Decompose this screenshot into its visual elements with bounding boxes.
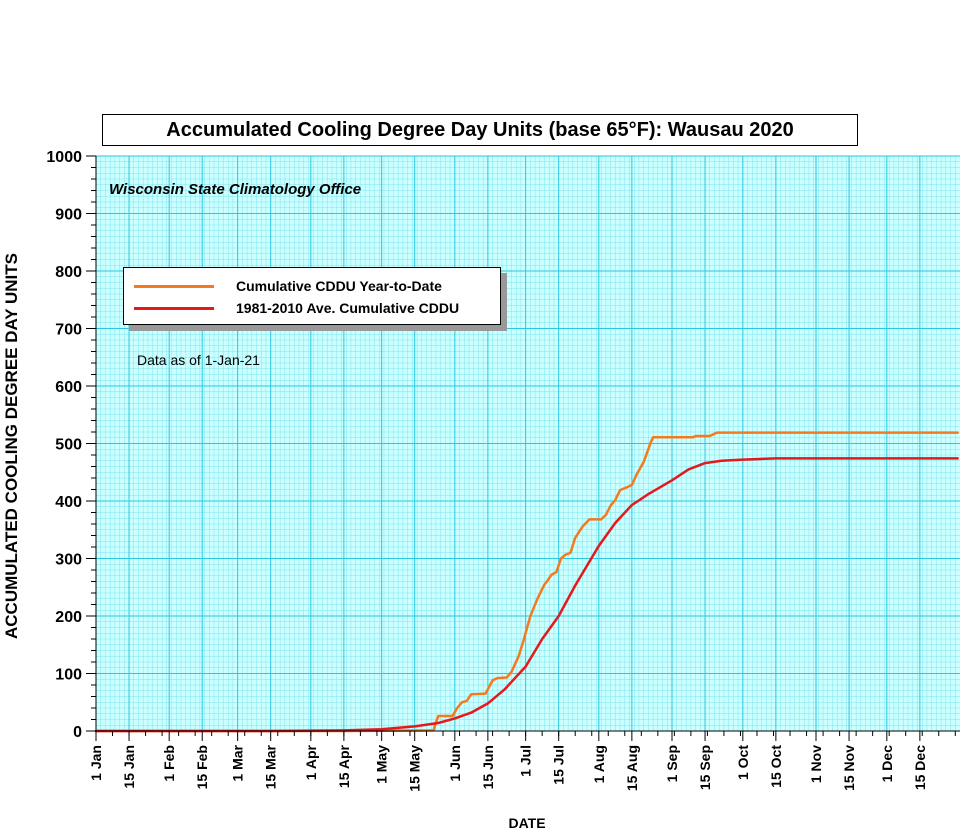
- legend: Cumulative CDDU Year-to-Date 1981-2010 A…: [123, 267, 501, 325]
- y-tick-label: 1000: [46, 149, 82, 166]
- x-tick-label: 15 Jan: [121, 745, 137, 789]
- x-tick-label: 15 Jun: [480, 745, 496, 789]
- legend-swatch-year-to-date: [134, 284, 214, 288]
- legend-label-average: 1981-2010 Ave. Cumulative CDDU: [236, 300, 460, 316]
- y-tick-label: 900: [55, 207, 82, 224]
- x-tick-label: 15 Nov: [841, 745, 857, 791]
- x-tick-label: 15 Feb: [194, 745, 210, 789]
- x-tick-label: 15 Apr: [336, 744, 352, 788]
- x-tick-label: 15 Dec: [912, 745, 928, 790]
- y-tick-label: 800: [55, 264, 82, 281]
- x-tick-label: 1 Mar: [230, 744, 246, 781]
- series-lines: [94, 431, 959, 733]
- series-line-average: [94, 457, 959, 733]
- chart-subtitle: Wisconsin State Climatology Office: [109, 181, 362, 198]
- x-tick-label: 1 Jul: [518, 745, 534, 777]
- y-tick-label: 700: [55, 322, 82, 339]
- grid: [95, 155, 960, 732]
- x-tick-label: 15 May: [407, 745, 423, 792]
- x-tick-label: 1 Sep: [664, 745, 680, 782]
- data-date-annotation: Data as of 1-Jan-21: [137, 352, 260, 368]
- x-axis-label: DATE: [508, 815, 546, 831]
- y-tick-label: 0: [73, 724, 82, 741]
- x-tick-label: 15 Aug: [624, 745, 640, 791]
- chart-title: Accumulated Cooling Degree Day Units (ba…: [102, 114, 858, 146]
- y-tick-label: 600: [55, 379, 82, 396]
- y-axis-label: ACCUMULATED COOLING DEGREE DAY UNITS: [2, 253, 21, 639]
- x-tick-label: 1 Feb: [161, 745, 177, 782]
- series-line-year-to-date: [94, 431, 959, 733]
- x-tick-label: 1 Apr: [303, 744, 319, 780]
- x-tick-label: 1 Jun: [447, 745, 463, 782]
- x-tick-label: 1 May: [374, 745, 390, 784]
- x-tick-label: 1 Aug: [591, 745, 607, 783]
- legend-swatch-average: [134, 306, 214, 310]
- x-tick-label: 15 Sep: [697, 745, 713, 790]
- x-tick-label: 1 Dec: [879, 745, 895, 783]
- x-tick-label: 15 Jul: [551, 745, 567, 785]
- legend-item-year-to-date: Cumulative CDDU Year-to-Date: [134, 277, 442, 295]
- legend-item-average: 1981-2010 Ave. Cumulative CDDU: [134, 299, 459, 317]
- x-tick-label: 15 Oct: [768, 745, 784, 788]
- x-tick-label: 1 Oct: [735, 745, 751, 780]
- axes: 0 100 200 300 400 500 600 700 800 900 1000 1 Jan 15 …: [46, 149, 960, 792]
- y-tick-label: 300: [55, 552, 82, 569]
- x-tick-label: 1 Jan: [88, 745, 104, 781]
- x-tick-label: 1 Nov: [808, 745, 824, 783]
- y-tick-label: 200: [55, 609, 82, 626]
- legend-label-year-to-date: Cumulative CDDU Year-to-Date: [236, 278, 442, 294]
- y-tick-label: 100: [55, 667, 82, 684]
- y-tick-label: 500: [55, 437, 82, 454]
- y-tick-label: 400: [55, 494, 82, 511]
- x-tick-label: 15 Mar: [263, 744, 279, 789]
